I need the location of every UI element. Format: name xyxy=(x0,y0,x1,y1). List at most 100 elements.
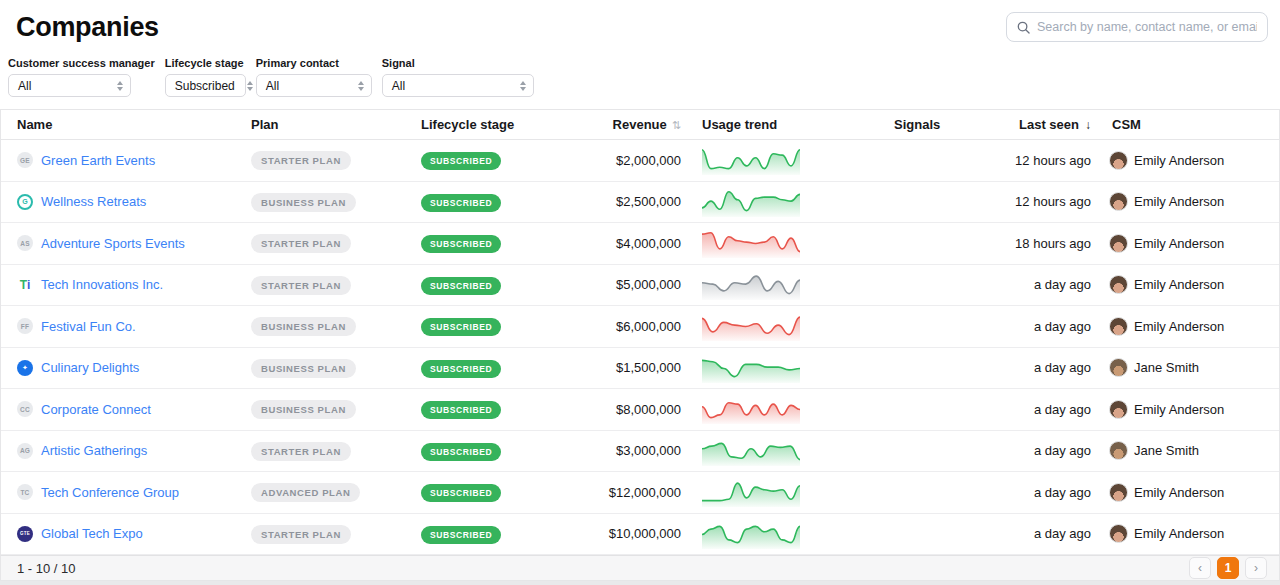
search-icon xyxy=(1017,21,1030,34)
usage-trend-sparkline xyxy=(701,187,801,217)
csm-name: Emily Anderson xyxy=(1134,402,1224,417)
next-page-button[interactable]: › xyxy=(1245,557,1267,579)
csm-name: Emily Anderson xyxy=(1134,277,1224,292)
last-seen-cell: 18 hours ago xyxy=(1013,236,1101,251)
usage-trend-sparkline xyxy=(701,228,801,258)
plan-cell: BUSINESS PLAN xyxy=(251,316,421,336)
plan-cell: STARTER PLAN xyxy=(251,150,421,170)
company-link[interactable]: Culinary Delights xyxy=(41,360,139,375)
csm-cell: Emily Anderson xyxy=(1101,192,1279,211)
search-input[interactable] xyxy=(1037,20,1257,34)
sort-both-icon[interactable]: ⇅ xyxy=(672,119,681,131)
column-header-usage-trend[interactable]: Usage trend xyxy=(691,117,883,132)
usage-trend-cell xyxy=(691,228,883,258)
column-header-revenue[interactable]: Revenue⇅ xyxy=(601,117,691,132)
filter-lifecycle-stage: Lifecycle stage Subscribed xyxy=(165,57,246,97)
table-row: Ti Tech Innovations Inc. STARTER PLANSUBSC… xyxy=(1,265,1279,307)
usage-trend-sparkline xyxy=(701,436,801,466)
table-row: TCTech Conference GroupADVANCED PLANSUBS… xyxy=(1,472,1279,514)
revenue-cell: $4,000,000 xyxy=(601,236,691,251)
plan-badge: BUSINESS PLAN xyxy=(251,400,356,419)
company-link[interactable]: Corporate Connect xyxy=(41,402,151,417)
company-link[interactable]: Tech Conference Group xyxy=(41,485,179,500)
csm-avatar xyxy=(1109,358,1128,377)
usage-trend-cell xyxy=(691,519,883,549)
csm-name: Emily Anderson xyxy=(1134,194,1224,209)
company-name-cell: FFFestival Fun Co. xyxy=(1,318,251,334)
search-box[interactable] xyxy=(1006,12,1268,42)
csm-avatar xyxy=(1109,317,1128,336)
table-row: G Wellness Retreats BUSINESS PLANSUBSCRIBE… xyxy=(1,182,1279,224)
column-header-last-seen[interactable]: Last seen↓ xyxy=(1013,117,1101,132)
usage-trend-sparkline xyxy=(701,145,801,175)
usage-trend-cell xyxy=(691,477,883,507)
company-link[interactable]: Festival Fun Co. xyxy=(41,319,136,334)
lifecycle-stage-cell: SUBSCRIBED xyxy=(421,441,601,461)
column-header-lifecycle-stage[interactable]: Lifecycle stage xyxy=(421,117,601,132)
company-link[interactable]: Wellness Retreats xyxy=(41,194,146,209)
table-row: ASAdventure Sports EventsSTARTER PLANSUB… xyxy=(1,223,1279,265)
filters-bar: Customer success manager All Lifecycle s… xyxy=(0,45,1280,97)
company-logo: GTE xyxy=(17,526,33,542)
last-seen-cell: a day ago xyxy=(1013,360,1101,375)
filter-select-primary-contact[interactable]: All xyxy=(256,74,372,97)
company-ring-logo: G xyxy=(17,194,33,210)
horizontal-scrollbar-track[interactable] xyxy=(0,581,1280,585)
csm-avatar xyxy=(1109,524,1128,543)
csm-cell: Emily Anderson xyxy=(1101,483,1279,502)
last-seen-cell: a day ago xyxy=(1013,277,1101,292)
company-link[interactable]: Tech Innovations Inc. xyxy=(41,277,163,292)
subscribed-badge: SUBSCRIBED xyxy=(421,277,501,295)
company-initials-logo: GE xyxy=(17,152,33,168)
usage-trend-cell xyxy=(691,270,883,300)
lifecycle-stage-cell: SUBSCRIBED xyxy=(421,316,601,336)
last-seen-cell: a day ago xyxy=(1013,485,1101,500)
table-body: GEGreen Earth EventsSTARTER PLANSUBSCRIB… xyxy=(1,140,1279,555)
filter-label: Lifecycle stage xyxy=(165,57,246,69)
filter-select-csm[interactable]: All xyxy=(8,74,131,97)
csm-avatar xyxy=(1109,483,1128,502)
lifecycle-stage-cell: SUBSCRIBED xyxy=(421,275,601,295)
csm-name: Emily Anderson xyxy=(1134,236,1224,251)
filter-label: Signal xyxy=(382,57,534,69)
column-header-plan[interactable]: Plan xyxy=(251,117,421,132)
filter-select-signal[interactable]: All xyxy=(382,74,534,97)
subscribed-badge: SUBSCRIBED xyxy=(421,194,501,212)
filter-select-lifecycle[interactable]: Subscribed xyxy=(165,74,246,97)
company-name-cell: CC Corporate Connect xyxy=(1,401,251,417)
filter-value: All xyxy=(18,79,31,93)
company-link[interactable]: Global Tech Expo xyxy=(41,526,143,541)
last-seen-cell: 12 hours ago xyxy=(1013,153,1101,168)
csm-cell: Emily Anderson xyxy=(1101,400,1279,419)
usage-trend-sparkline xyxy=(701,353,801,383)
column-header-name[interactable]: Name xyxy=(1,117,251,132)
csm-avatar xyxy=(1109,234,1128,253)
prev-page-button[interactable]: ‹ xyxy=(1189,557,1211,579)
lifecycle-stage-cell: SUBSCRIBED xyxy=(421,150,601,170)
company-initials-logo: CC xyxy=(17,401,33,417)
column-header-signals[interactable]: Signals xyxy=(883,117,1013,132)
subscribed-badge: SUBSCRIBED xyxy=(421,360,501,378)
csm-cell: Emily Anderson xyxy=(1101,524,1279,543)
revenue-cell: $6,000,000 xyxy=(601,319,691,334)
plan-cell: BUSINESS PLAN xyxy=(251,192,421,212)
lifecycle-stage-cell: SUBSCRIBED xyxy=(421,358,601,378)
company-link[interactable]: Adventure Sports Events xyxy=(41,236,185,251)
page-1-button[interactable]: 1 xyxy=(1217,557,1239,579)
company-initials-logo: AG xyxy=(17,443,33,459)
subscribed-badge: SUBSCRIBED xyxy=(421,443,501,461)
csm-cell: Emily Anderson xyxy=(1101,151,1279,170)
csm-cell: Jane Smith xyxy=(1101,358,1279,377)
plan-cell: ADVANCED PLAN xyxy=(251,482,421,502)
company-link[interactable]: Green Earth Events xyxy=(41,153,155,168)
csm-name: Emily Anderson xyxy=(1134,319,1224,334)
company-link[interactable]: Artistic Gatherings xyxy=(41,443,147,458)
topbar: Companies xyxy=(0,0,1280,43)
plan-cell: STARTER PLAN xyxy=(251,275,421,295)
column-header-csm[interactable]: CSM xyxy=(1101,117,1279,132)
plan-cell: BUSINESS PLAN xyxy=(251,399,421,419)
sort-desc-icon[interactable]: ↓ xyxy=(1085,118,1091,132)
usage-trend-cell xyxy=(691,436,883,466)
company-logo: Ti xyxy=(17,277,33,293)
csm-avatar xyxy=(1109,400,1128,419)
